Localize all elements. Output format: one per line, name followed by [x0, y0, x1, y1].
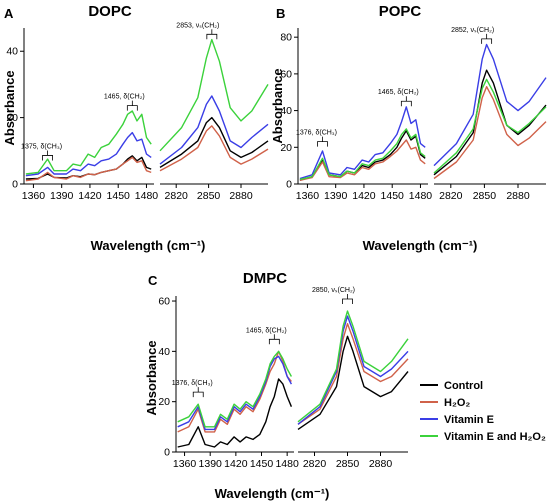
series-line	[25, 156, 152, 182]
x-tick-label: 1420	[352, 190, 376, 202]
series-line	[25, 155, 152, 180]
y-tick-label: 60	[280, 68, 292, 80]
annotation-label: 1465, δ(CH₂)	[378, 89, 419, 96]
x-tick-label: 1390	[50, 190, 74, 202]
x-tick-label: 1420	[224, 458, 248, 470]
x-tick-label: 1450	[381, 190, 405, 202]
x-tick-label: 2850	[197, 190, 221, 202]
y-tick-label: 0	[286, 179, 292, 191]
panel-letter: B	[276, 6, 285, 21]
annotation-label: 1376, δ(CH₃)	[172, 380, 213, 387]
series-line	[177, 350, 293, 428]
y-axis-label: Absorbance	[270, 68, 285, 143]
x-tick-label: 1420	[78, 190, 102, 202]
legend-label: H₂O₂	[444, 397, 470, 409]
x-tick-label: 1390	[199, 458, 223, 470]
series-line	[433, 69, 547, 176]
x-tick-label: 1480	[275, 458, 299, 470]
annotation-bracket	[192, 387, 204, 398]
panel-title: POPC	[379, 3, 422, 20]
annotation-label: 2850, νₛ(CH₂)	[312, 287, 355, 294]
series-line	[159, 116, 269, 168]
y-tick-label: 80	[280, 32, 292, 44]
series-line	[433, 85, 547, 180]
annotation-bracket	[268, 334, 280, 345]
legend-label: Vitamin E and H₂O₂	[444, 431, 546, 443]
annotation-label: 2852, νₛ(CH₂)	[451, 27, 494, 34]
annotation-bracket	[400, 96, 412, 107]
panel-letter: C	[148, 273, 158, 288]
series-line	[159, 125, 269, 172]
x-tick-label: 1450	[250, 458, 274, 470]
x-tick-label: 2850	[473, 190, 497, 202]
annotation-bracket	[42, 150, 53, 161]
x-tick-label: 2880	[369, 458, 393, 470]
series-line	[297, 315, 409, 425]
annotation-bracket	[206, 29, 218, 40]
y-tick-label: 20	[280, 142, 292, 154]
series-line	[433, 78, 547, 174]
x-tick-label: 2850	[336, 458, 360, 470]
series-line	[177, 355, 293, 431]
x-tick-label: 2820	[165, 190, 189, 202]
y-axis-label: Absorbance	[2, 70, 17, 145]
x-tick-label: 1360	[296, 190, 320, 202]
annotation-label: 1376, δ(CH₃)	[296, 130, 337, 137]
x-tick-label: 1390	[324, 190, 348, 202]
x-tick-label: 2880	[506, 190, 530, 202]
series-line	[25, 131, 152, 177]
x-tick-label: 1480	[135, 190, 159, 202]
x-axis-label: Wavelength (cm⁻¹)	[215, 486, 330, 501]
x-tick-label: 1360	[22, 190, 46, 202]
panel-title: DOPC	[88, 3, 132, 20]
y-tick-label: 40	[158, 346, 170, 358]
series-line	[433, 43, 547, 167]
legend: Control H₂O₂ Vitamin E Vitamin E and H₂O₂	[420, 380, 546, 443]
panel-title: DMPC	[243, 270, 287, 287]
series-line	[159, 38, 269, 152]
series-line	[297, 323, 409, 425]
series-line	[177, 378, 293, 448]
series-line	[299, 130, 426, 181]
series-line	[297, 310, 409, 423]
series-line	[299, 128, 426, 181]
annotation-label: 1465, δ(CH₂)	[104, 94, 145, 101]
annotation-label: 1375, δ(CH₃)	[21, 143, 62, 150]
legend-label: Control	[444, 380, 483, 392]
annotation-bracket	[317, 136, 328, 147]
x-tick-label: 2820	[303, 458, 327, 470]
y-tick-label: 0	[12, 179, 18, 191]
x-tick-label: 1360	[173, 458, 197, 470]
series-line	[25, 110, 152, 175]
x-tick-label: 2820	[439, 190, 463, 202]
legend-label: Vitamin E	[444, 414, 494, 426]
annotation-bracket	[481, 33, 493, 44]
annotation-bracket	[126, 100, 138, 111]
y-tick-label: 40	[6, 46, 18, 58]
series-line	[299, 139, 426, 181]
panel-c: C DMPC Absorbance Wavelength (cm⁻¹) 1360 1390…	[144, 270, 409, 501]
y-tick-label: 20	[6, 112, 18, 124]
y-tick-label: 40	[280, 105, 292, 117]
x-axis-label: Wavelength (cm⁻¹)	[91, 238, 206, 253]
panel-letter: A	[4, 6, 14, 21]
y-tick-label: 0	[164, 447, 170, 459]
y-tick-label: 20	[158, 396, 170, 408]
x-axis-label: Wavelength (cm⁻¹)	[363, 238, 478, 253]
annotation-label: 1465, δ(CH₂)	[246, 327, 287, 334]
x-tick-label: 2880	[229, 190, 253, 202]
x-tick-label: 1450	[107, 190, 131, 202]
x-tick-label: 1480	[409, 190, 433, 202]
series-line	[177, 350, 292, 433]
series-line	[297, 335, 409, 430]
y-tick-label: 60	[158, 296, 170, 308]
panel-b: B POPC Absorbance Wavelength (cm⁻¹) 1360 1390…	[270, 3, 547, 253]
panel-a: A DOPC Absorbance Wavelength (cm⁻¹) 1360 1390…	[2, 3, 269, 253]
annotation-bracket	[342, 294, 353, 305]
y-axis-label: Absorbance	[144, 340, 159, 415]
annotation-label: 2853, νₛ(CH₂)	[176, 22, 219, 29]
series-line	[159, 95, 269, 165]
